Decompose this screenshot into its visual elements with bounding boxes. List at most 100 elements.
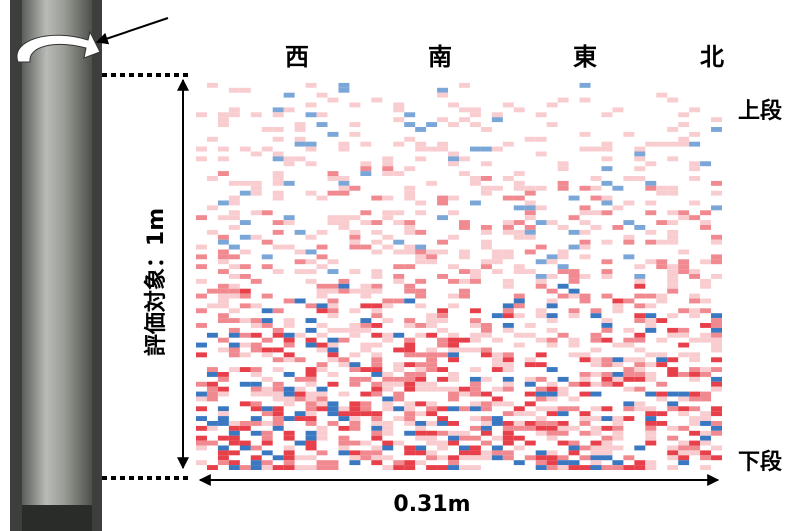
heatmap-cell (711, 117, 722, 123)
heatmap-cell (393, 239, 405, 245)
heatmap-cell (228, 342, 240, 348)
heatmap-cell (437, 141, 449, 147)
heatmap-cell (590, 465, 602, 470)
heatmap-cell (305, 146, 317, 152)
heatmap-cell (217, 445, 229, 451)
heatmap-cell (196, 254, 207, 260)
heatmap-cell (700, 220, 712, 225)
heatmap-cell (667, 357, 679, 363)
heatmap-cell (678, 372, 690, 377)
heatmap-cell (656, 141, 668, 147)
heatmap-cell (645, 200, 657, 206)
heatmap-cell (557, 386, 569, 392)
heatmap-cell (283, 352, 295, 358)
heatmap-cell (579, 185, 591, 191)
heatmap-cell (480, 323, 492, 328)
heatmap-cell (305, 406, 317, 412)
heatmap-cell (349, 450, 361, 456)
heatmap-cell (678, 342, 690, 348)
heatmap-cell (382, 234, 394, 240)
heatmap-cell (250, 372, 262, 377)
heatmap-cell (261, 239, 273, 245)
heatmap-cell (371, 342, 383, 348)
heatmap-cell (305, 430, 317, 436)
heatmap-cell (502, 376, 514, 382)
heatmap-cell (360, 244, 372, 250)
heatmap-cell (546, 254, 558, 260)
heatmap-cell (469, 406, 481, 412)
heatmap-cell (196, 391, 207, 397)
heatmap-cell (261, 264, 273, 270)
heatmap-cell (480, 450, 492, 456)
heatmap-cell (667, 220, 679, 225)
heatmap-cell (371, 381, 383, 387)
heatmap-cell (601, 146, 613, 152)
heatmap-cell (502, 386, 514, 392)
heatmap-cell (524, 225, 536, 230)
width-label: 0.31m (393, 492, 470, 517)
heatmap-cell (250, 278, 262, 284)
heatmap-cell (217, 406, 229, 412)
heatmap-cell (371, 445, 383, 451)
heatmap-cell (524, 440, 536, 446)
heatmap-cell (689, 445, 701, 451)
heatmap-cell (678, 352, 690, 358)
heatmap-cell (579, 391, 591, 397)
heatmap-cell (327, 131, 339, 137)
heatmap-cell (656, 421, 668, 426)
heatmap-cell (305, 376, 317, 382)
heatmap-cell (283, 445, 295, 451)
direction-label: 北 (700, 43, 724, 71)
heatmap-cell (448, 332, 459, 338)
heatmap-cell (623, 234, 635, 240)
heatmap-cell (678, 112, 690, 118)
heatmap-cell (437, 386, 449, 392)
heatmap-cell (250, 381, 262, 387)
heatmap-cell (382, 440, 394, 446)
heatmap-cell (382, 298, 394, 304)
heatmap-cell (667, 210, 679, 216)
heatmap-cell (612, 445, 624, 451)
heatmap-cell (305, 112, 317, 118)
heatmap-cell (338, 225, 350, 230)
heatmap-cell (217, 171, 229, 176)
heatmap-cell (601, 376, 613, 382)
heatmap-cell (513, 185, 525, 191)
heatmap-cell (283, 318, 295, 323)
heatmap-cell (579, 254, 591, 260)
heatmap-cell (239, 401, 251, 407)
heatmap-cell (579, 357, 591, 363)
heatmap-cell (645, 352, 657, 358)
heatmap-cell (349, 440, 361, 446)
heatmap-cell (678, 327, 690, 333)
heatmap-cell (645, 180, 657, 186)
heatmap-cell (513, 180, 525, 186)
heatmap-cell (250, 406, 262, 412)
heatmap-cell (502, 421, 514, 426)
heatmap-cell (415, 445, 427, 451)
heatmap-cell (678, 411, 690, 417)
heatmap-cell (448, 210, 459, 216)
heatmap-cell (371, 367, 383, 372)
heatmap-cell (316, 435, 328, 441)
heatmap-cell (393, 278, 405, 284)
heatmap-cell (360, 406, 372, 412)
heatmap-cell (546, 337, 558, 343)
heatmap-cell (316, 288, 328, 294)
heatmap-cell (678, 141, 690, 147)
heatmap-cell (601, 425, 613, 431)
heatmap-cell (568, 396, 580, 402)
heatmap-cell (250, 342, 262, 348)
heatmap-cell (502, 254, 514, 260)
heatmap-cell (480, 425, 492, 431)
heatmap-cell (480, 229, 492, 235)
heatmap-cell (305, 102, 317, 108)
heatmap-cell (426, 352, 438, 358)
heatmap-cell (524, 455, 536, 461)
heatmap-cell (217, 386, 229, 392)
heatmap-cell (656, 381, 668, 387)
heatmap-cell (513, 406, 525, 412)
heatmap-cell (546, 303, 558, 309)
heatmap-cell (415, 367, 427, 372)
heatmap-cell (382, 210, 394, 216)
